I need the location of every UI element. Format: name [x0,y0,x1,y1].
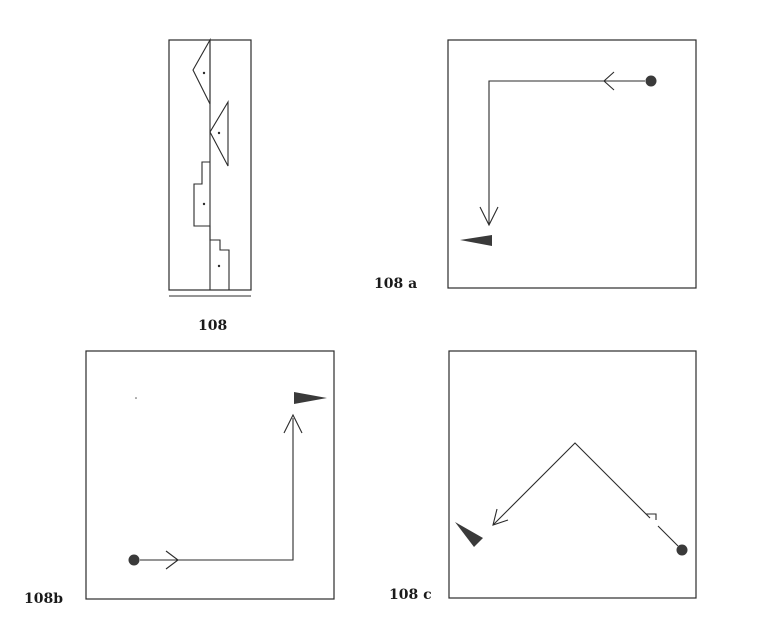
figure-108-middle-triangle [209,100,229,167]
stray-mark [135,397,137,399]
figure-108: 108 [168,37,252,334]
end-marker-wedge [294,392,327,404]
figure-108-lower-dot [202,202,206,206]
path-line [488,80,645,224]
figure-108a-frame [447,39,697,289]
path-line [492,442,651,526]
start-segment [657,525,679,547]
figure-108-label: 108 [198,318,227,334]
figure-108b-label: 108b [24,591,63,607]
figure-108-upper-dot [202,71,206,75]
figure-108b-frame [85,350,335,600]
figure-108-stepped-profile [193,161,230,290]
start-dot [128,554,140,566]
figure-108a-label: 108 a [374,276,417,292]
figure-108c: 108 c [389,350,697,603]
figure-108-middle-dot [217,131,221,135]
tail-chevron [165,550,179,570]
figure-108-upper-triangle [192,37,211,105]
start-dot [645,75,657,87]
figure-108a: 108 a [374,39,697,292]
arrow-head [492,508,509,526]
figure-108c-label: 108 c [389,587,432,603]
arrow-head [479,206,499,227]
figure-108c-frame [448,350,697,599]
path-line [140,418,294,561]
end-marker-wedge [455,522,483,547]
tail-chevron [603,71,615,91]
end-marker-wedge [460,235,492,246]
arrow-head [283,413,303,434]
tail-tick [646,513,657,520]
start-dot [676,544,688,556]
figure-108-bottom-dot [217,264,221,268]
figure-108b: 108b [24,350,335,607]
